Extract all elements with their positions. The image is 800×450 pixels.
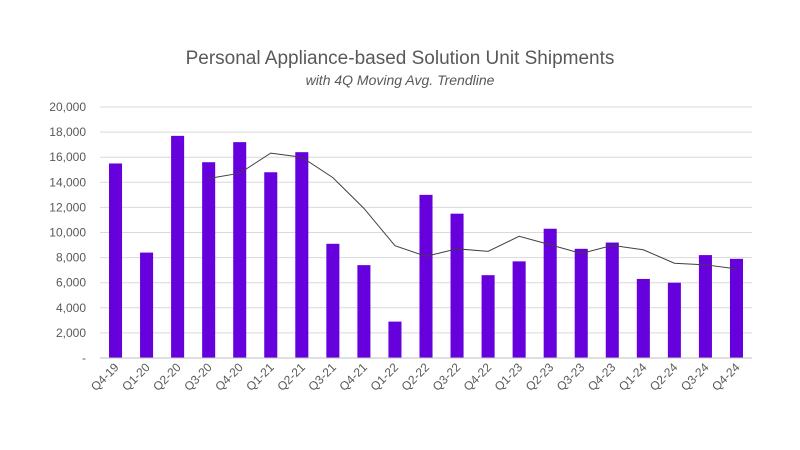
bar xyxy=(233,142,247,358)
bar xyxy=(729,258,743,358)
y-tick-label: 14,000 xyxy=(49,175,86,189)
x-tick-label: Q4-21 xyxy=(337,360,371,394)
bar xyxy=(388,321,402,358)
y-tick-label: 18,000 xyxy=(49,125,86,139)
y-tick-label: 12,000 xyxy=(49,200,86,214)
x-tick-label: Q2-22 xyxy=(399,360,433,394)
y-tick-label: 6,000 xyxy=(56,276,86,290)
bar xyxy=(698,255,712,358)
bar xyxy=(605,242,619,358)
x-tick-label: Q4-20 xyxy=(212,360,246,394)
chart-title: Personal Appliance-based Solution Unit S… xyxy=(185,48,615,69)
x-tick-label: Q1-22 xyxy=(368,360,402,394)
x-tick-label: Q3-20 xyxy=(181,360,215,394)
bar xyxy=(295,152,309,358)
y-tick-label: 2,000 xyxy=(56,326,86,340)
x-tick-label: Q4-22 xyxy=(461,360,495,394)
bar xyxy=(667,282,681,358)
x-tick-label: Q4-24 xyxy=(709,360,743,394)
x-tick-label: Q3-24 xyxy=(678,360,712,394)
y-tick-label: 20,000 xyxy=(49,100,86,114)
bar xyxy=(419,194,433,358)
y-tick-label: 10,000 xyxy=(49,226,86,240)
bar xyxy=(171,135,185,358)
bar xyxy=(140,252,154,358)
y-tick-label: 4,000 xyxy=(56,301,86,315)
x-tick-label: Q1-20 xyxy=(119,360,153,394)
chart-subtitle: with 4Q Moving Avg. Trendline xyxy=(305,72,495,88)
bar xyxy=(109,163,123,358)
bar xyxy=(357,265,371,358)
x-tick-label: Q4-23 xyxy=(585,360,619,394)
bar xyxy=(574,248,588,358)
x-tick-label: Q3-21 xyxy=(305,360,339,394)
x-tick-label: Q1-21 xyxy=(243,360,277,394)
x-tick-label: Q2-23 xyxy=(523,360,557,394)
x-tick-label: Q3-23 xyxy=(554,360,588,394)
bar xyxy=(636,278,650,358)
bar xyxy=(264,172,278,358)
x-tick-label: Q3-22 xyxy=(430,360,464,394)
trendline xyxy=(208,152,737,270)
x-tick-label: Q1-24 xyxy=(616,360,650,394)
y-tick-label: 16,000 xyxy=(49,150,86,164)
y-tick-label: - xyxy=(82,351,86,365)
bar xyxy=(202,162,216,358)
bar xyxy=(543,228,557,358)
x-tick-label: Q1-23 xyxy=(492,360,526,394)
x-tick-label: Q2-20 xyxy=(150,360,184,394)
bar xyxy=(512,261,526,358)
bar xyxy=(450,213,464,358)
bar xyxy=(326,243,340,358)
x-tick-label: Q2-24 xyxy=(647,360,681,394)
y-tick-label: 8,000 xyxy=(56,251,86,265)
x-tick-label: Q2-21 xyxy=(274,360,308,394)
x-tick-label: Q4-19 xyxy=(88,360,122,394)
bar xyxy=(481,275,495,358)
